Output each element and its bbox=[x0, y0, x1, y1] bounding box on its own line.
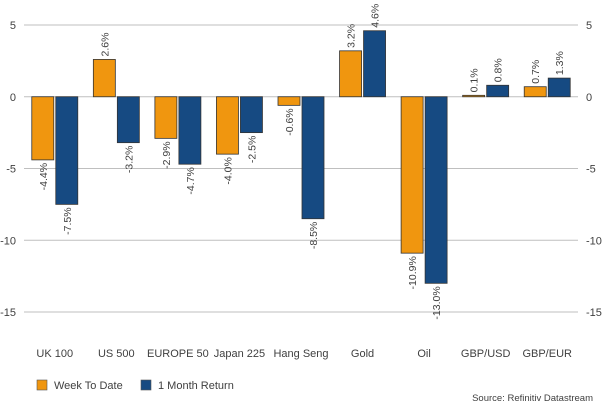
bar-1-month-return-europe-50 bbox=[178, 96, 202, 165]
x-tick-label-hang-seng: Hang Seng bbox=[273, 348, 328, 360]
data-label: -10.9% bbox=[407, 256, 419, 289]
x-axis-categories: UK 100 US 500 EUROPE 50 Japan 225 Hang Seng G… bbox=[36, 348, 572, 360]
data-label: -0.6% bbox=[284, 108, 296, 135]
data-label: 2.6% bbox=[99, 33, 111, 57]
x-tick-label-europe-50: EUROPE 50 bbox=[147, 348, 209, 360]
legend-label-week-to-date: Week To Date bbox=[54, 380, 123, 392]
y-tick-label-right: -15 bbox=[586, 307, 602, 319]
y-tick-label-right: -5 bbox=[586, 164, 596, 176]
y-axis-left: 5 0 -5 -10 -15 bbox=[0, 20, 16, 319]
bar-1-month-return-us-500 bbox=[116, 96, 140, 144]
gridlines bbox=[24, 24, 578, 313]
y-tick-label-right: 5 bbox=[586, 20, 592, 32]
bar-week-to-date-uk-100 bbox=[31, 96, 55, 161]
data-label: -13.0% bbox=[431, 286, 443, 319]
data-label: 0.8% bbox=[493, 58, 505, 82]
data-label: -4.7% bbox=[185, 167, 197, 194]
bar-1-month-return-gold bbox=[363, 30, 386, 98]
x-tick-label-gbp-eur: GBP/EUR bbox=[522, 348, 572, 360]
legend-swatch-1-month-return bbox=[140, 379, 152, 391]
y-axis-right: 5 0 -5 -10 -15 bbox=[586, 20, 602, 319]
data-label: 4.6% bbox=[370, 4, 382, 28]
bar-week-to-date-us-500 bbox=[92, 59, 116, 98]
y-tick-label-left: -15 bbox=[0, 307, 16, 319]
legend-swatch-week-to-date bbox=[36, 379, 48, 391]
data-label: -3.2% bbox=[123, 146, 135, 173]
y-tick-label-left: 5 bbox=[10, 20, 16, 32]
data-label: -2.9% bbox=[161, 141, 173, 168]
data-label: -4.4% bbox=[38, 163, 50, 190]
x-tick-label-gold: Gold bbox=[351, 348, 374, 360]
y-tick-label-left: 0 bbox=[10, 92, 16, 104]
data-label: -7.5% bbox=[62, 207, 74, 234]
legend: Week To Date 1 Month Return bbox=[36, 379, 234, 392]
x-tick-label-oil: Oil bbox=[417, 348, 430, 360]
data-label: -2.5% bbox=[246, 136, 258, 163]
bar-1-month-return-oil bbox=[424, 96, 448, 284]
bar-week-to-date-gold bbox=[339, 50, 362, 98]
y-tick-label-right: 0 bbox=[586, 92, 592, 104]
data-label: -4.0% bbox=[222, 157, 234, 184]
data-label: 3.2% bbox=[346, 24, 358, 48]
bars bbox=[31, 30, 571, 284]
data-label: -8.5% bbox=[308, 222, 320, 249]
data-label: 0.7% bbox=[530, 60, 542, 84]
bar-1-month-return-gbp-eur bbox=[547, 77, 571, 98]
data-label: 1.3% bbox=[554, 51, 566, 75]
y-tick-label-left: -5 bbox=[6, 164, 16, 176]
data-labels: -4.4% -7.5% 2.6% -3.2% -2.9% -4.7% -4.0% -2.5% -… bbox=[38, 4, 566, 320]
x-tick-label-us-500: US 500 bbox=[98, 348, 135, 360]
x-tick-label-uk-100: UK 100 bbox=[36, 348, 73, 360]
bar-week-to-date-oil bbox=[400, 96, 424, 254]
y-tick-label-left: -10 bbox=[0, 235, 16, 247]
bar-week-to-date-europe-50 bbox=[154, 96, 178, 139]
source-note: Source: Refinitiv Datastream bbox=[472, 393, 593, 404]
x-tick-label-japan-225: Japan 225 bbox=[214, 348, 265, 360]
bar-1-month-return-japan-225 bbox=[240, 96, 263, 134]
bar-1-month-return-gbp-usd bbox=[486, 84, 510, 98]
bar-1-month-return-uk-100 bbox=[55, 96, 79, 205]
legend-label-1-month-return: 1 Month Return bbox=[158, 380, 234, 392]
bar-week-to-date-gbp-usd bbox=[462, 94, 486, 98]
y-tick-label-right: -10 bbox=[586, 235, 602, 247]
bar-week-to-date-hang-seng bbox=[277, 96, 301, 106]
x-tick-label-gbp-usd: GBP/USD bbox=[461, 348, 511, 360]
bar-week-to-date-japan-225 bbox=[216, 96, 239, 155]
bar-week-to-date-gbp-eur bbox=[523, 86, 547, 98]
bar-1-month-return-hang-seng bbox=[301, 96, 325, 220]
data-label: 0.1% bbox=[469, 68, 481, 92]
